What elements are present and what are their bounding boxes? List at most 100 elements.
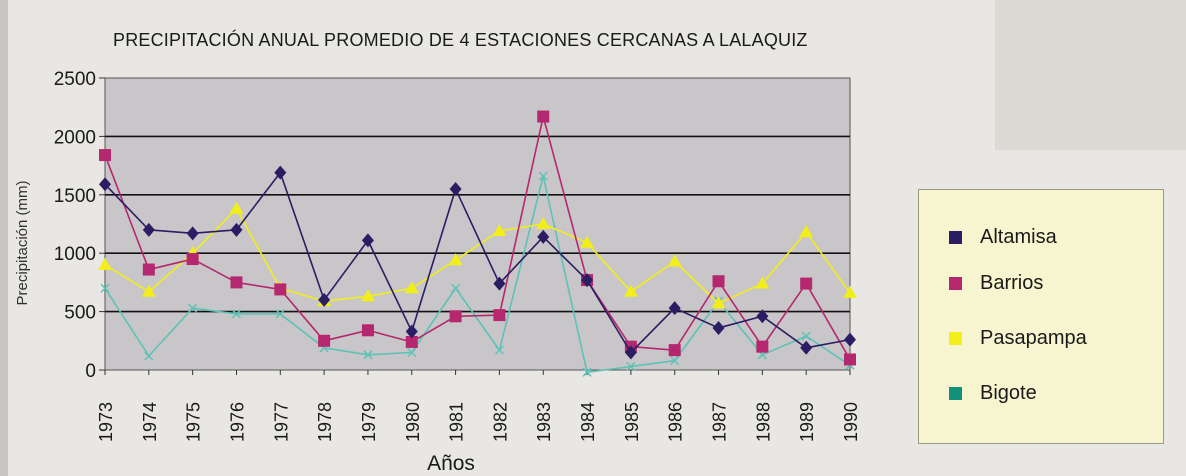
data-point-pasapampa [492,224,507,237]
data-point-altamisa [493,276,506,291]
x-tick-label: 1990 [841,402,861,442]
data-point-bigote [363,350,373,360]
data-point-pasapampa [536,217,551,229]
data-point-barrios [361,324,374,337]
data-point-bigote [275,309,285,319]
data-point-barrios [99,149,111,162]
data-point-bigote [451,283,461,293]
data-point-altamisa [186,226,199,241]
y-tick-label: 1000 [54,244,96,265]
data-point-pasapampa [623,284,638,297]
data-point-altamisa [800,340,813,355]
data-point-barrios [230,276,243,289]
y-tick-label: 2000 [54,127,96,148]
data-point-bigote [670,356,680,366]
legend-item-altamisa: Altamisa [949,226,1057,249]
data-point-pasapampa [404,281,419,294]
x-tick-label: 1978 [315,402,335,442]
x-tick-label: 1974 [140,402,160,442]
data-point-bigote [538,171,548,181]
data-point-barrios [405,335,418,348]
y-axis-label: Precipitación (mm) [14,180,31,305]
data-point-altamisa [142,222,155,237]
x-tick-label: 1985 [622,402,642,442]
data-point-bigote [494,345,504,355]
y-axis-ticks: 0 500 1000 1500 2000 2500 [54,69,105,382]
data-point-pasapampa [711,296,726,309]
y-tick-label: 1500 [54,186,96,207]
y-tick-label: 0 [85,361,96,382]
data-point-altamisa [230,222,243,237]
legend-item-bigote: Bigote [949,382,1037,405]
data-point-bigote [188,303,198,313]
legend-swatch-altamisa [949,231,962,244]
data-point-barrios [449,310,462,323]
data-point-pasapampa [141,284,156,297]
x-tick-label: 1976 [227,402,247,442]
series-line-barrios [104,115,851,360]
data-point-altamisa [361,233,374,248]
x-tick-label: 1988 [753,402,773,442]
x-tick-label: 1982 [490,402,510,442]
legend-label-altamisa: Altamisa [980,226,1057,248]
series-line-bigote [104,175,851,374]
data-point-altamisa [405,324,418,339]
chart-legend: Altamisa Barrios Pasapampa Bigote [918,189,1164,444]
chart-title: PRECIPITACIÓN ANUAL PROMEDIO DE 4 ESTACI… [113,30,808,50]
data-point-barrios [668,344,681,357]
data-point-altamisa [449,181,462,196]
data-point-barrios [537,110,550,123]
x-tick-label: 1984 [578,402,598,442]
data-point-pasapampa [667,254,682,267]
legend-item-barrios: Barrios [949,272,1043,295]
data-point-pasapampa [98,257,112,270]
data-point-barrios [493,309,506,322]
data-point-pasapampa [843,285,857,298]
data-point-altamisa [99,177,111,192]
y-tick-label: 500 [64,303,96,324]
data-point-barrios [274,283,287,296]
data-point-barrios [800,277,813,290]
plot-area [104,77,851,371]
data-point-altamisa [712,320,725,335]
data-point-barrios [844,353,856,366]
y-tick-label: 2500 [54,69,96,90]
legend-swatch-bigote [949,387,962,400]
data-point-bigote [626,361,636,372]
data-point-pasapampa [580,235,595,248]
data-point-pasapampa [448,253,463,266]
data-point-bigote [407,347,417,358]
legend-label-barrios: Barrios [980,272,1044,294]
data-point-bigote [231,309,242,319]
data-point-bigote [100,283,110,293]
legend-label-bigote: Bigote [980,382,1037,404]
x-tick-label: 1987 [710,402,730,442]
x-tick-label: 1986 [666,402,686,442]
data-point-altamisa [581,273,594,288]
data-point-altamisa [624,345,637,360]
data-point-altamisa [318,292,331,307]
data-point-bigote [582,367,592,377]
series-line-altamisa [104,171,851,354]
x-tick-label: 1980 [403,402,423,442]
x-tick-label: 1977 [271,402,291,442]
x-tick-label: 1989 [797,402,817,442]
x-tick-label: 1979 [359,402,379,442]
data-point-pasapampa [755,276,770,289]
data-point-pasapampa [799,225,814,238]
x-axis-ticks: 1973 1974 1975 1976 1977 1978 1979 1980 1981 1982… [96,370,861,442]
data-point-bigote [801,331,811,341]
legend-label-pasapampa: Pasapampa [980,327,1087,349]
series-lines [98,110,857,377]
data-point-barrios [318,334,331,347]
data-point-barrios [186,253,199,266]
legend-swatch-pasapampa [949,332,962,345]
data-point-altamisa [668,301,681,316]
data-point-pasapampa [229,201,244,214]
data-point-bigote [144,351,154,361]
x-tick-label: 1975 [184,402,204,442]
data-point-altamisa [537,229,550,244]
x-tick-label: 1981 [447,402,467,442]
legend-swatch-barrios [949,277,962,290]
